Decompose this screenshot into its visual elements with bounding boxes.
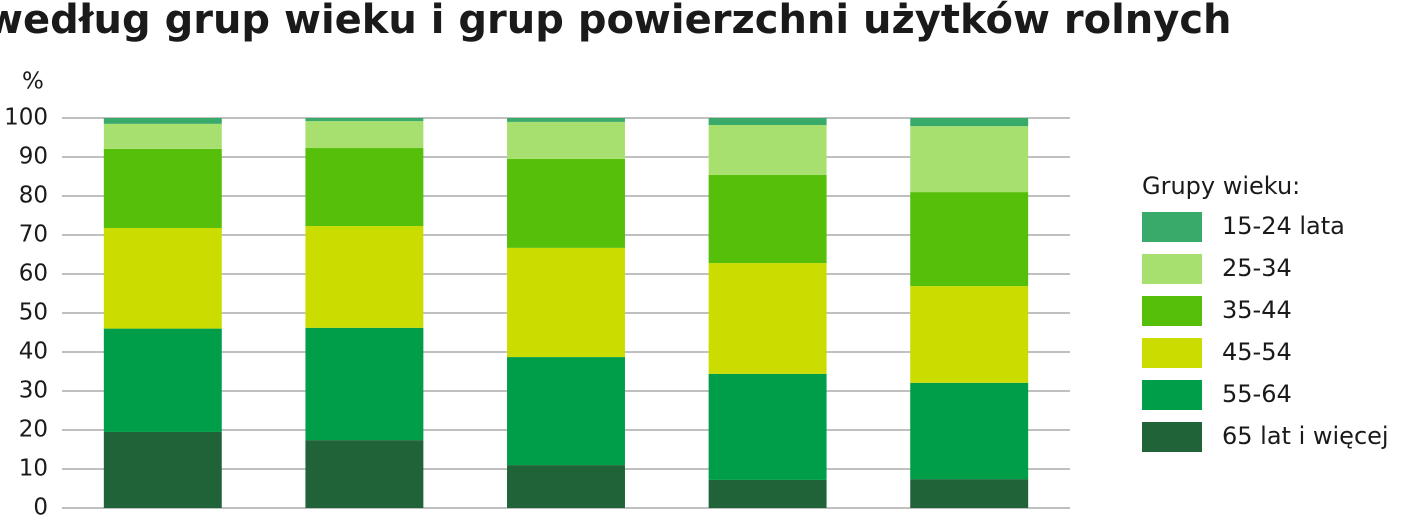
bar-segment [507, 357, 625, 466]
legend-swatch [1142, 212, 1202, 242]
y-tick-label: 100 [4, 105, 48, 131]
bar-segment [507, 121, 625, 159]
bar-segment [708, 174, 827, 264]
bar-segment [305, 440, 424, 508]
bar-segment [103, 328, 222, 432]
y-tick-label: 70 [19, 222, 48, 248]
bar-segment [103, 431, 222, 508]
bar-segment [708, 125, 827, 175]
y-tick-label: 60 [19, 261, 48, 287]
bar-segment [910, 286, 1029, 383]
y-axis-label: % [22, 69, 44, 95]
bar-segment [103, 118, 222, 124]
y-tick-label: 40 [19, 339, 48, 365]
bar-segment [305, 121, 424, 149]
bar-segment [910, 192, 1029, 287]
bar-segment [910, 382, 1029, 480]
legend-swatch [1142, 338, 1202, 368]
legend-label: 15-24 lata [1222, 212, 1345, 240]
legend-label: 45-54 [1222, 338, 1292, 366]
bar-segment [910, 479, 1029, 508]
legend-title: Grupy wieku: [1142, 172, 1300, 200]
legend-label: 25-34 [1222, 254, 1292, 282]
bar-segment [708, 118, 827, 126]
bar-segment [305, 148, 424, 227]
legend-label: 35-44 [1222, 296, 1292, 324]
bar-segment [103, 148, 222, 228]
bar-segment [103, 227, 222, 329]
bar-segment [708, 263, 827, 374]
y-tick-label: 20 [19, 417, 48, 443]
y-tick-label: 10 [19, 456, 48, 482]
bar-segment [305, 118, 424, 122]
legend-swatch [1142, 254, 1202, 284]
bar-segment [305, 226, 424, 328]
bar-segment [708, 373, 827, 480]
y-tick-label: 50 [19, 300, 48, 326]
bar-segment [507, 118, 625, 122]
bar-segment [507, 247, 625, 358]
bar-segment [910, 118, 1029, 127]
legend-label: 55-64 [1222, 380, 1292, 408]
legend-label: 65 lat i więcej [1222, 422, 1389, 450]
bar-segment [507, 158, 625, 248]
bar-segment [708, 479, 827, 508]
bar-segment [305, 327, 424, 441]
bar-segment [910, 126, 1029, 193]
y-tick-label: 30 [19, 378, 48, 404]
bar-segment [507, 465, 625, 508]
y-tick-label: 0 [33, 495, 48, 521]
legend-swatch [1142, 380, 1202, 410]
legend-swatch [1142, 296, 1202, 326]
bar-segment [103, 123, 222, 149]
y-tick-label: 80 [19, 183, 48, 209]
y-tick-label: 90 [19, 144, 48, 170]
chart-title: według grup wieku i grup powierzchni uży… [0, 0, 1232, 43]
legend-swatch [1142, 422, 1202, 452]
